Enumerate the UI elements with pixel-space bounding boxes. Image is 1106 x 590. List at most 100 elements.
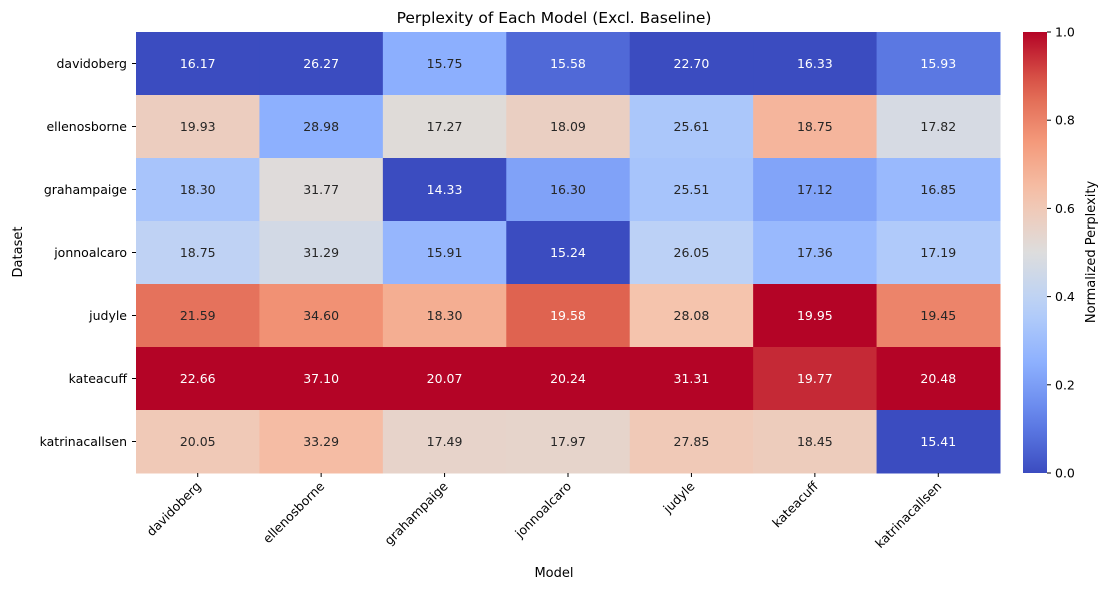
cell-value-label: 33.29 <box>303 434 339 449</box>
heatmap-cell <box>259 158 384 222</box>
y-tick-label: judyle <box>88 308 127 323</box>
heatmap-cell <box>382 158 507 222</box>
heatmap-cell <box>136 158 260 222</box>
heatmap-cell <box>753 32 878 96</box>
cell-value-label: 18.30 <box>180 182 216 197</box>
heatmap-cell <box>382 32 507 96</box>
heatmap-cell <box>876 95 1001 159</box>
heatmap-cell <box>382 95 507 159</box>
heatmap-cell <box>753 410 878 474</box>
cell-value-label: 20.48 <box>920 371 956 386</box>
x-tick-label: katrinacallsen <box>872 479 944 551</box>
cell-value-label: 20.24 <box>550 371 586 386</box>
heatmap-cell <box>876 347 1001 411</box>
heatmap-cell <box>259 410 384 474</box>
cell-value-label: 19.77 <box>797 371 833 386</box>
heatmap-cell <box>629 284 754 348</box>
heatmap-cell <box>506 347 631 411</box>
cell-value-label: 18.45 <box>797 434 833 449</box>
cell-value-label: 37.10 <box>303 371 339 386</box>
y-tick-label: grahampaige <box>44 182 127 197</box>
heatmap-cell <box>506 32 631 96</box>
heatmap-cell <box>382 347 507 411</box>
heatmap-cell <box>876 158 1001 222</box>
colorbar-tick-label: 1.0 <box>1055 25 1075 40</box>
heatmap-cell <box>876 32 1001 96</box>
heatmap-cell <box>136 410 260 474</box>
colorbar-tick-label: 0.2 <box>1055 377 1075 392</box>
heatmap-cell <box>136 95 260 159</box>
cell-value-label: 28.08 <box>674 308 710 323</box>
cell-value-label: 25.61 <box>674 119 710 134</box>
heatmap-cell <box>876 410 1001 474</box>
cell-value-label: 16.17 <box>180 56 216 71</box>
cell-value-label: 17.49 <box>427 434 463 449</box>
heatmap-cell <box>136 32 260 96</box>
x-tick-label: ellenosborne <box>260 478 328 546</box>
cell-value-label: 17.82 <box>920 119 956 134</box>
colorbar-tick-label: 0.4 <box>1055 289 1075 304</box>
heatmap-cell <box>506 410 631 474</box>
heatmap-cell <box>259 221 384 285</box>
colorbar-gradient <box>1023 32 1047 473</box>
cell-value-label: 15.75 <box>427 56 463 71</box>
cell-value-label: 14.33 <box>427 182 463 197</box>
cell-value-label: 21.59 <box>180 308 216 323</box>
cell-value-label: 34.60 <box>303 308 339 323</box>
y-axis-ticks: davidoberg ellenosborne grahampaige jonnoal… <box>40 56 136 449</box>
colorbar-ticks: 0.0 0.2 0.4 0.6 0.8 1.0 <box>1047 25 1075 481</box>
colorbar-tick-label: 0.0 <box>1055 466 1075 481</box>
x-tick-label: davidoberg <box>143 479 203 539</box>
heatmap-cell <box>753 347 878 411</box>
colorbar-tick-label: 0.8 <box>1055 113 1075 128</box>
heatmap-cell <box>629 95 754 159</box>
cell-value-label: 28.98 <box>303 119 339 134</box>
cell-value-label: 19.93 <box>180 119 216 134</box>
heatmap-cell <box>136 347 260 411</box>
heatmap-cell <box>753 158 878 222</box>
cell-value-label: 18.75 <box>180 245 216 260</box>
colorbar: 0.0 0.2 0.4 0.6 0.8 1.0 Normalized Perplexity <box>1023 25 1099 481</box>
cell-value-label: 31.31 <box>674 371 710 386</box>
cell-value-label: 15.58 <box>550 56 586 71</box>
cell-value-label: 26.27 <box>303 56 339 71</box>
cell-value-label: 15.24 <box>550 245 586 260</box>
cell-value-label: 16.85 <box>920 182 956 197</box>
heatmap-cell <box>382 410 507 474</box>
cell-value-label: 31.29 <box>303 245 339 260</box>
heatmap-cell <box>753 95 878 159</box>
cell-value-label: 19.58 <box>550 308 586 323</box>
cell-value-label: 31.77 <box>303 182 339 197</box>
x-tick-label: kateacuff <box>769 478 821 530</box>
cell-value-label: 18.09 <box>550 119 586 134</box>
y-tick-label: kateacuff <box>69 371 128 386</box>
heatmap-cell <box>753 221 878 285</box>
cell-value-label: 15.91 <box>427 245 463 260</box>
heatmap-cell <box>259 347 384 411</box>
heatmap-cell <box>629 410 754 474</box>
heatmap-cell <box>753 284 878 348</box>
cell-value-label: 16.33 <box>797 56 833 71</box>
heatmap-cell <box>629 32 754 96</box>
cell-value-label: 16.30 <box>550 182 586 197</box>
heatmap-cell <box>382 284 507 348</box>
cell-value-label: 17.36 <box>797 245 833 260</box>
cell-value-label: 18.75 <box>797 119 833 134</box>
heatmap-cell <box>629 158 754 222</box>
heatmap-cell <box>259 284 384 348</box>
cell-value-label: 19.95 <box>797 308 833 323</box>
heatmap-cell <box>629 347 754 411</box>
cell-value-label: 25.51 <box>674 182 710 197</box>
y-tick-label: ellenosborne <box>46 119 127 134</box>
heatmap-cell <box>506 221 631 285</box>
cell-value-label: 15.93 <box>920 56 956 71</box>
y-tick-label: davidoberg <box>56 56 127 71</box>
heatmap-cell <box>629 221 754 285</box>
colorbar-tick-label: 0.6 <box>1055 201 1075 216</box>
y-tick-label: jonnoalcaro <box>53 245 127 260</box>
heatmap-cell <box>506 284 631 348</box>
x-tick-label: grahampaige <box>381 478 451 548</box>
cell-value-label: 17.27 <box>427 119 463 134</box>
y-axis-label: Dataset <box>11 227 26 278</box>
